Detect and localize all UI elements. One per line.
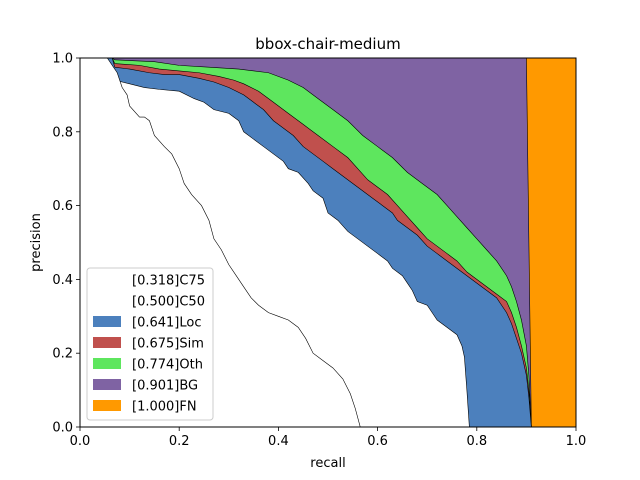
legend-swatch-c50 [93, 295, 121, 306]
line-sim [80, 58, 532, 427]
legend-label-loc: [0.641]Loc [132, 316, 201, 331]
y-axis-ticks: 0.0 0.2 0.4 0.6 0.8 1.0 [52, 52, 80, 436]
y-tick-label: 0.4 [52, 273, 73, 288]
x-axis-ticks: 0.0 0.2 0.4 0.6 0.8 1.0 [70, 427, 587, 449]
x-tick-label: 0.2 [169, 434, 190, 449]
legend-label-c75: [0.318]C75 [132, 274, 205, 289]
x-tick-label: 0.6 [367, 434, 388, 449]
y-tick-label: 1.0 [52, 52, 73, 67]
legend-label-sim: [0.675]Sim [132, 337, 204, 352]
y-axis-title: precision [29, 213, 44, 272]
legend-swatch-loc [93, 316, 121, 327]
y-tick-label: 0.8 [52, 125, 73, 140]
y-tick-label: 0.2 [52, 347, 73, 362]
chart-title: bbox-chair-medium [255, 35, 400, 53]
line-bg [80, 58, 532, 427]
legend-swatch-bg [93, 379, 121, 390]
line-loc [80, 58, 532, 427]
legend: [0.318]C75 [0.500]C50 [0.641]Loc [0.675]Sim… [86, 267, 214, 421]
line-oth [80, 58, 532, 427]
y-tick-label: 0.0 [52, 421, 73, 436]
x-axis-title: recall [310, 456, 345, 471]
legend-label-c50: [0.500]C50 [132, 295, 205, 310]
x-tick-label: 0.0 [70, 434, 91, 449]
line-c75 [80, 58, 361, 427]
legend-swatch-oth [93, 358, 121, 369]
x-tick-label: 1.0 [566, 434, 587, 449]
legend-label-fn: [1.000]FN [132, 400, 197, 415]
legend-swatch-sim [93, 337, 121, 348]
legend-label-bg: [0.901]BG [132, 379, 198, 394]
plot-frame [79, 57, 577, 428]
line-c50 [80, 58, 470, 427]
legend-swatch-c75 [93, 274, 121, 285]
legend-swatch-fn [93, 400, 121, 411]
legend-label-oth: [0.774]Oth [132, 358, 203, 373]
y-tick-label: 0.6 [52, 199, 73, 214]
x-tick-label: 0.8 [466, 434, 487, 449]
x-tick-label: 0.4 [268, 434, 289, 449]
